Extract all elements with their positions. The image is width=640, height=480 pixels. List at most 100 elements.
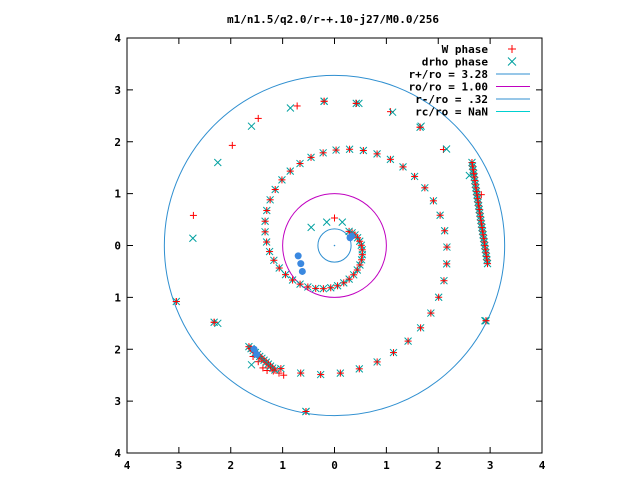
overlap-point [345,145,354,154]
overlap-point [307,153,315,162]
w-phase-point [280,371,288,379]
overlap-point [275,264,284,272]
w-phase-point [263,367,271,375]
overlap-point [386,155,395,164]
w-phase-point [331,214,338,222]
overlap-point [296,369,305,377]
overlap-point [470,173,479,181]
overlap-point [261,217,269,226]
legend-label: W phase [442,43,489,56]
x-tick-label: 1 [279,459,286,472]
overlap-point [288,276,297,284]
legend-label: rc/ro = NaN [415,106,488,119]
drho-phase-point [247,360,256,369]
cluster-point [253,350,261,358]
overlap-point [434,293,443,302]
cluster-point [297,260,305,268]
w-phase-point [228,141,236,149]
origin-dot [333,244,336,247]
overlap-point [399,163,407,171]
overlap-point [373,358,382,366]
drho-phase-point [307,223,316,232]
legend-label: ro/ro = 1.00 [409,81,488,94]
drho-phase-point [213,158,222,167]
cluster-point [346,234,354,242]
x-tick-label: 0 [331,459,338,472]
overlap-point [319,284,328,293]
reference-circle [163,74,506,417]
drho-phase-point [388,108,397,117]
legend-label: drho phase [422,56,489,69]
legend-label: r+/ro = 3.28 [409,68,488,81]
overlap-point [420,183,429,192]
overlap-point [261,227,269,236]
overlap-point [389,348,398,357]
overlap-point [477,220,486,228]
overlap-point [483,259,492,268]
overlap-point [265,247,274,256]
x-tick-label: 4 [124,459,131,472]
overlap-point [296,159,304,168]
overlap-point [210,318,219,327]
overlap-point [440,276,448,285]
drho-phase-point [442,145,451,153]
y-tick-label: 2 [114,343,121,356]
overlap-point [429,196,438,205]
overlap-point [475,205,484,214]
x-tick-label: 3 [487,459,494,472]
overlap-point [277,364,285,373]
y-tick-label: 3 [114,395,121,408]
x-tick-label: 4 [539,459,546,472]
w-phase-point [254,358,262,366]
y-tick-label: 0 [114,240,121,253]
overlap-point [262,238,271,246]
y-tick-label: 4 [114,447,121,460]
y-tick-label: 2 [114,136,121,149]
overlap-point [416,123,424,132]
legend-label: r-/ro = .32 [415,93,488,106]
x-tick-label: 2 [227,459,234,472]
drho-phase-point [286,104,295,112]
overlap-point [345,275,354,283]
overlap-point [442,260,451,268]
overlap-point [357,255,366,264]
overlap-point [320,97,328,106]
overlap-point [172,297,181,306]
overlap-point [482,316,490,325]
overlap-point [271,185,280,194]
overlap-point [311,284,320,293]
overlap-point [440,226,449,235]
overlap-point [296,280,304,288]
x-tick-label: 3 [176,459,183,472]
drho-phase-point [189,234,197,243]
x-tick-label: 1 [383,459,390,472]
overlap-point [262,206,271,215]
reference-circle [317,228,352,263]
overlap-point [410,172,419,181]
w-phase-point [254,114,262,122]
drho-phase-point [322,218,331,227]
cluster-point [250,345,258,353]
drho-phase-point [338,218,347,227]
overlap-point [333,281,342,290]
overlap-point [339,278,348,287]
y-tick-label: 4 [114,32,121,45]
overlap-point [270,366,279,374]
overlap-point [353,266,362,274]
overlap-point [426,309,435,317]
drho-phase-point [247,122,256,131]
reference-circles [163,74,506,417]
data-points [172,97,492,416]
x-tick-label: 2 [435,459,442,472]
overlap-point [278,176,286,184]
overlap-point [357,241,366,250]
overlap-point [302,407,310,416]
y-tick-label: 1 [114,188,121,201]
y-tick-label: 1 [114,291,121,304]
overlap-point [373,150,381,158]
overlap-point [475,209,484,217]
overlap-point [270,256,278,265]
overlap-point [332,146,340,154]
